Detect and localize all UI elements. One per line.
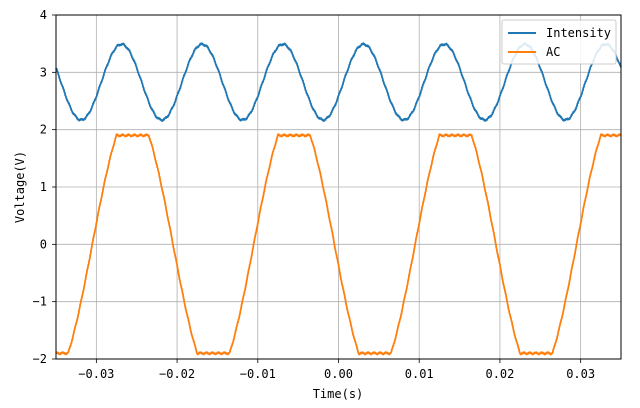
y-tick-label: −2 — [33, 352, 47, 366]
legend: Intensity AC — [501, 19, 617, 65]
y-tick-label: −1 — [33, 295, 47, 309]
x-axis: −0.03 −0.02 −0.01 0.00 0.01 0.02 0.03 — [78, 359, 595, 381]
x-tick-label: −0.03 — [78, 367, 114, 381]
legend-label: AC — [546, 45, 560, 59]
y-axis: −2 −1 0 1 2 3 4 — [33, 8, 56, 366]
x-tick-label: 0.02 — [485, 367, 514, 381]
x-axis-label: Time(s) — [313, 387, 364, 401]
y-tick-label: 1 — [40, 180, 47, 194]
y-tick-label: 3 — [40, 65, 47, 79]
series-line-ac — [55, 133, 622, 356]
x-tick-label: −0.01 — [240, 367, 276, 381]
grid-lines — [56, 15, 621, 359]
y-tick-label: 0 — [40, 237, 47, 251]
legend-label: Intensity — [546, 26, 611, 40]
y-tick-label: 4 — [40, 8, 47, 22]
x-tick-label: 0.03 — [566, 367, 595, 381]
x-tick-label: 0.00 — [324, 367, 353, 381]
y-axis-label: Voltage(V) — [13, 151, 27, 223]
x-tick-label: 0.01 — [405, 367, 434, 381]
x-tick-label: −0.02 — [159, 367, 195, 381]
y-tick-label: 2 — [40, 123, 47, 137]
